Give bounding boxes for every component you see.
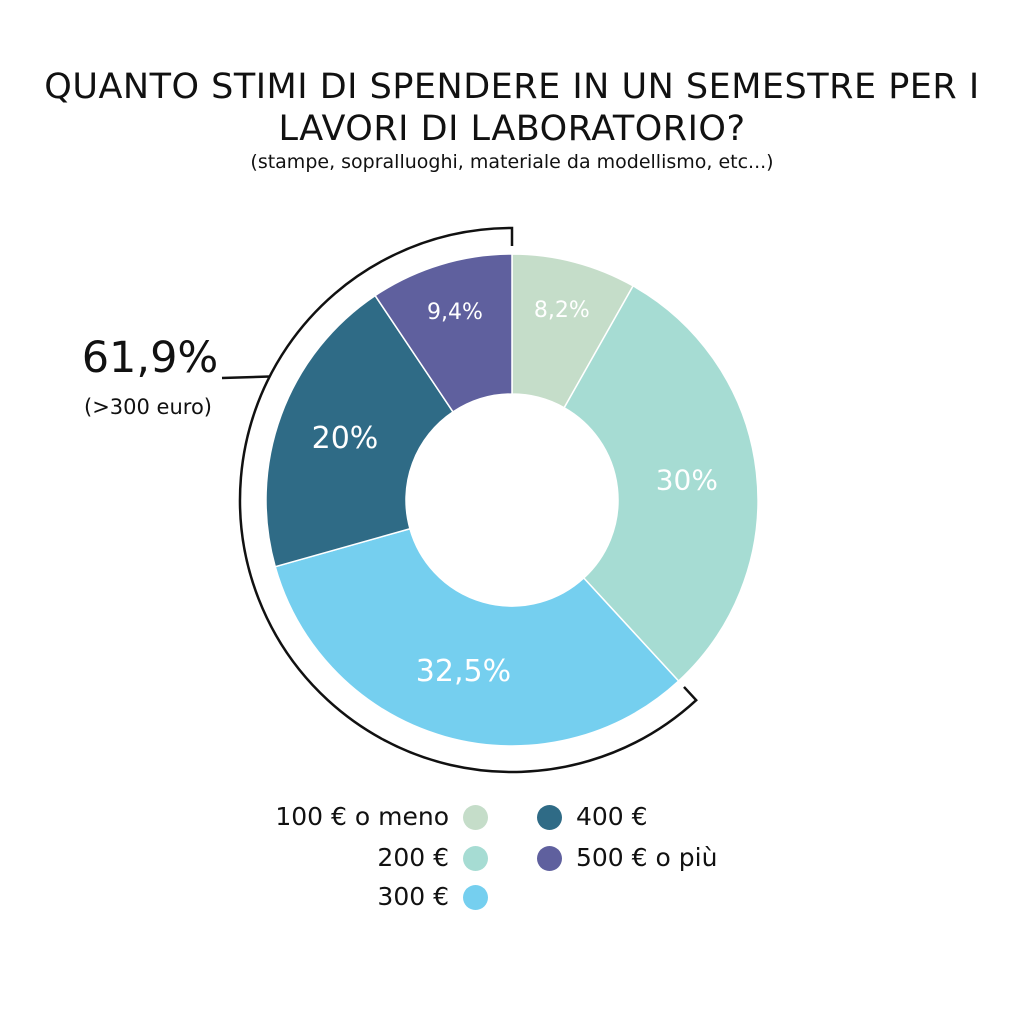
annotation-bracket [221, 226, 698, 774]
donut-slice [374, 253, 513, 413]
slice-labels: 8,2% 30% 32,5% 20% 9,4% [312, 298, 718, 689]
legend-swatch-300 [463, 884, 488, 910]
annotation-connector [221, 375, 270, 380]
legend-label: 100 € o meno [275, 802, 449, 831]
legend-item-400: 400 € [537, 802, 648, 832]
legend-item-100-or-less: 100 € o meno [228, 802, 488, 832]
legend-swatch-200 [463, 845, 488, 871]
slice-data-label: 9,4% [427, 300, 483, 325]
donut-slices [265, 253, 759, 747]
donut-slice [274, 527, 680, 747]
donut-slice [563, 284, 759, 683]
legend-swatch-400 [537, 804, 562, 830]
legend-item-300: 300 € [228, 882, 488, 912]
legend-item-200: 200 € [228, 843, 488, 873]
chart-subtitle: (stampe, sopralluoghi, materiale da mode… [250, 151, 774, 173]
chart-title: QUANTO STIMI DI SPENDERE IN UN SEMESTRE … [44, 67, 980, 149]
annotation-text: (>300 euro) [84, 395, 212, 419]
annotation-bracket-arc [238, 226, 698, 774]
slice-data-label: 8,2% [534, 298, 590, 323]
legend-swatch-500 [537, 845, 562, 871]
donut-slice [265, 294, 455, 568]
slice-data-label: 30% [656, 463, 718, 496]
annotation-value: 61,9% [82, 333, 219, 383]
legend-label: 300 € [377, 882, 449, 911]
legend-label: 400 € [576, 802, 648, 831]
slice-data-label: 32,5% [416, 654, 511, 689]
slice-data-label: 20% [312, 421, 379, 456]
legend-label: 200 € [377, 843, 449, 872]
legend-label: 500 € o più [576, 843, 718, 872]
legend-swatch-100 [463, 804, 488, 830]
legend-item-500-or-more: 500 € o più [537, 843, 717, 873]
